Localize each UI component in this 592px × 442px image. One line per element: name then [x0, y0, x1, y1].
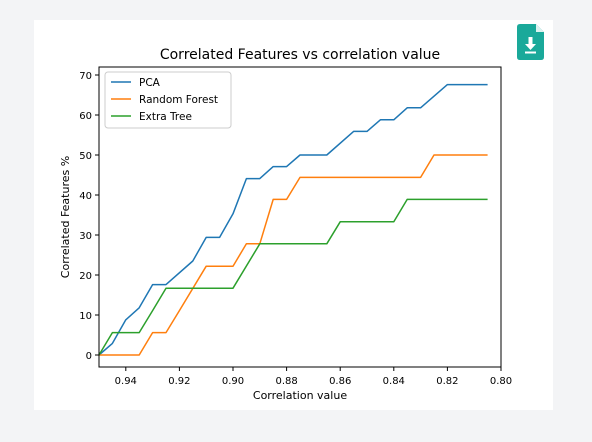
x-tick-label: 0.88 — [275, 376, 297, 387]
y-tick-label: 0 — [86, 351, 92, 362]
download-arrow-icon — [525, 37, 536, 50]
y-axis-label: Correlated Features % — [59, 156, 72, 278]
legend-label-0: PCA — [139, 77, 161, 89]
series-line-2 — [98, 198, 488, 356]
x-tick-label: 0.86 — [329, 376, 351, 387]
x-tick-label: 0.90 — [222, 376, 244, 387]
plot-area — [98, 83, 488, 356]
legend-box — [104, 71, 232, 129]
correlated-features-chart: Correlated Features vs correlation value… — [59, 47, 512, 402]
plot-frame — [98, 66, 502, 368]
series-line-0 — [98, 83, 488, 356]
y-tick-label: 40 — [79, 191, 92, 202]
legend-label-1: Random Forest — [139, 94, 218, 106]
x-tick-label: 0.82 — [436, 376, 458, 387]
chart-title: Correlated Features vs correlation value — [160, 47, 440, 63]
x-tick-label: 0.92 — [168, 376, 190, 387]
download-file-icon[interactable] — [517, 24, 544, 60]
chart-legend: PCA Random Forest Extra Tree — [104, 71, 232, 129]
x-axis: 0.94 0.92 0.90 0.88 0.86 0.84 0.82 0.80 — [115, 367, 512, 387]
x-tick-label: 0.84 — [383, 376, 405, 387]
y-tick-label: 70 — [79, 71, 92, 82]
y-tick-label: 10 — [79, 311, 92, 322]
y-axis: 0 10 20 30 40 50 60 70 — [79, 71, 99, 362]
x-tick-label: 0.94 — [115, 376, 137, 387]
y-tick-label: 20 — [79, 271, 92, 282]
y-tick-label: 50 — [79, 151, 92, 162]
x-axis-label: Correlation value — [253, 389, 347, 402]
y-tick-label: 30 — [79, 231, 92, 242]
download-file-fold — [536, 24, 544, 32]
series-line-1 — [99, 154, 488, 356]
y-tick-label: 60 — [79, 111, 92, 122]
download-arrow-base — [525, 51, 536, 54]
x-tick-label: 0.80 — [490, 376, 512, 387]
legend-label-2: Extra Tree — [139, 111, 192, 123]
